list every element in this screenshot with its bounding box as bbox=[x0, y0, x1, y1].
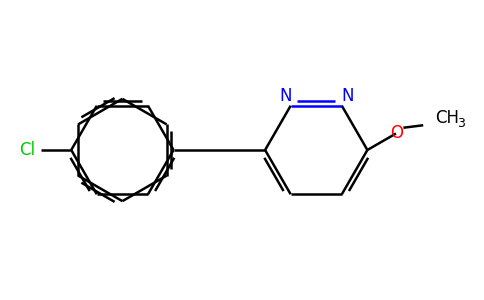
Text: Cl: Cl bbox=[19, 141, 35, 159]
Text: N: N bbox=[279, 87, 291, 105]
Text: O: O bbox=[390, 124, 403, 142]
Text: 3: 3 bbox=[457, 117, 465, 130]
Text: CH: CH bbox=[436, 109, 459, 127]
Text: N: N bbox=[341, 87, 353, 105]
